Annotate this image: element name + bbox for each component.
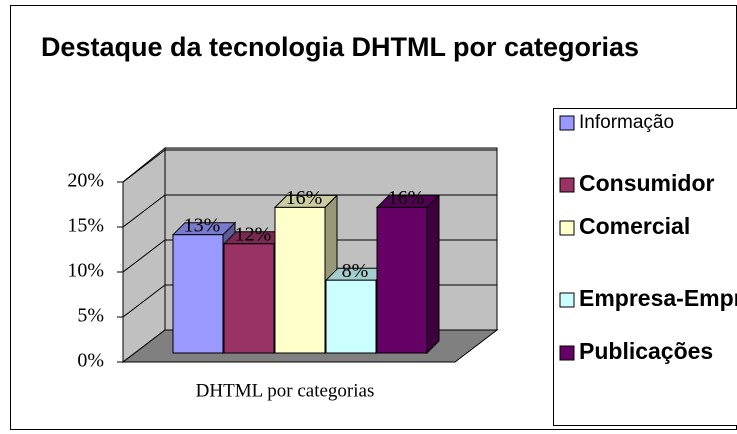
data-label: 8%: [342, 260, 369, 282]
legend-label: Consumidor: [579, 170, 714, 196]
grid-line: [122, 194, 497, 228]
y-tick-label: 5%: [77, 305, 104, 327]
grid-line: [122, 149, 497, 183]
bar-side: [426, 194, 440, 355]
y-tick-label: 15%: [67, 215, 104, 237]
legend-swatch: [559, 345, 575, 361]
y-tick-label: 0%: [77, 350, 104, 372]
data-label: 16%: [286, 187, 323, 209]
legend-swatch: [559, 177, 575, 193]
y-tick-label: 10%: [67, 260, 104, 282]
legend-label: Informação: [579, 112, 674, 133]
legend-box: [553, 108, 737, 426]
x-tick-label: DHTML por categorias: [196, 380, 375, 401]
legend-label: Comercial: [579, 213, 690, 239]
legend-label: Publicações: [579, 338, 713, 364]
data-label: 16%: [388, 187, 425, 209]
bar: [223, 243, 275, 354]
legend-swatch: [559, 292, 575, 308]
data-label: 12%: [235, 223, 272, 245]
bar: [274, 206, 326, 354]
data-label: 13%: [184, 214, 221, 236]
side-wall: [122, 146, 166, 364]
legend-swatch: [559, 220, 575, 236]
bar: [376, 206, 428, 354]
legend-swatch: [559, 115, 575, 131]
bar: [325, 279, 377, 354]
y-tick-label: 20%: [67, 170, 104, 192]
bar: [172, 234, 224, 354]
chart-title: Destaque da tecnologia DHTML por categor…: [40, 32, 640, 62]
legend-label: Empresa-Empresa: [579, 285, 737, 311]
